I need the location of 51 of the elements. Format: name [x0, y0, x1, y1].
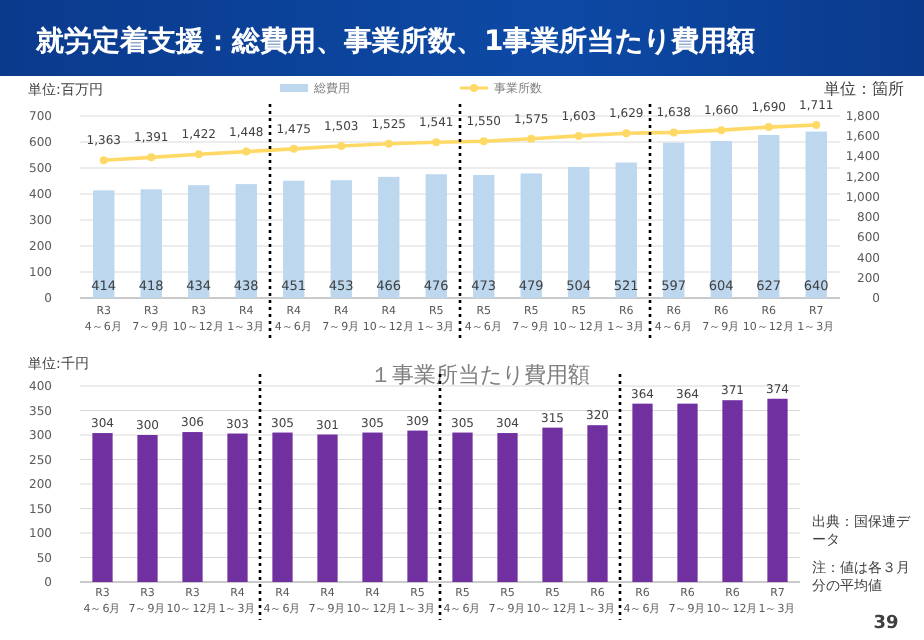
point	[432, 138, 441, 147]
point	[717, 126, 726, 135]
bar	[188, 185, 210, 298]
bar	[615, 162, 637, 298]
point	[622, 129, 631, 138]
bar	[542, 427, 563, 582]
bar	[805, 131, 827, 298]
bar	[227, 433, 248, 582]
point	[574, 131, 583, 140]
bar	[330, 180, 352, 298]
point	[479, 137, 488, 146]
bar	[758, 134, 780, 298]
bar	[92, 433, 113, 582]
bar	[710, 140, 732, 298]
point	[527, 134, 536, 143]
point	[147, 153, 156, 162]
point	[289, 144, 298, 153]
bar	[272, 432, 293, 582]
bar	[677, 403, 698, 582]
bar	[137, 435, 158, 582]
point	[764, 123, 773, 132]
bar	[473, 175, 495, 298]
point	[384, 139, 393, 148]
bar	[452, 432, 473, 582]
chart-title: 就労定着支援：総費用、事業所数、1事業所当たり費用額	[34, 24, 756, 58]
point	[194, 150, 203, 159]
bar	[425, 174, 447, 298]
point	[242, 147, 251, 156]
bar	[722, 400, 743, 582]
y2-axis-title: 単位：箇所	[824, 80, 904, 98]
point	[669, 128, 678, 137]
bar	[378, 176, 400, 298]
bar	[663, 142, 685, 298]
bar	[182, 432, 203, 582]
bar	[767, 398, 788, 582]
bar	[497, 433, 518, 582]
point	[812, 121, 821, 129]
bar	[362, 432, 383, 582]
text: 39	[873, 614, 899, 634]
bar	[317, 434, 338, 582]
bar	[587, 425, 608, 582]
bar	[283, 180, 305, 298]
bar	[632, 403, 653, 582]
point	[99, 156, 108, 165]
point	[337, 142, 346, 151]
bar	[407, 430, 428, 582]
bar	[520, 173, 542, 298]
bar	[140, 189, 162, 298]
bar	[568, 166, 590, 298]
bar	[235, 184, 257, 298]
bar	[93, 190, 115, 298]
